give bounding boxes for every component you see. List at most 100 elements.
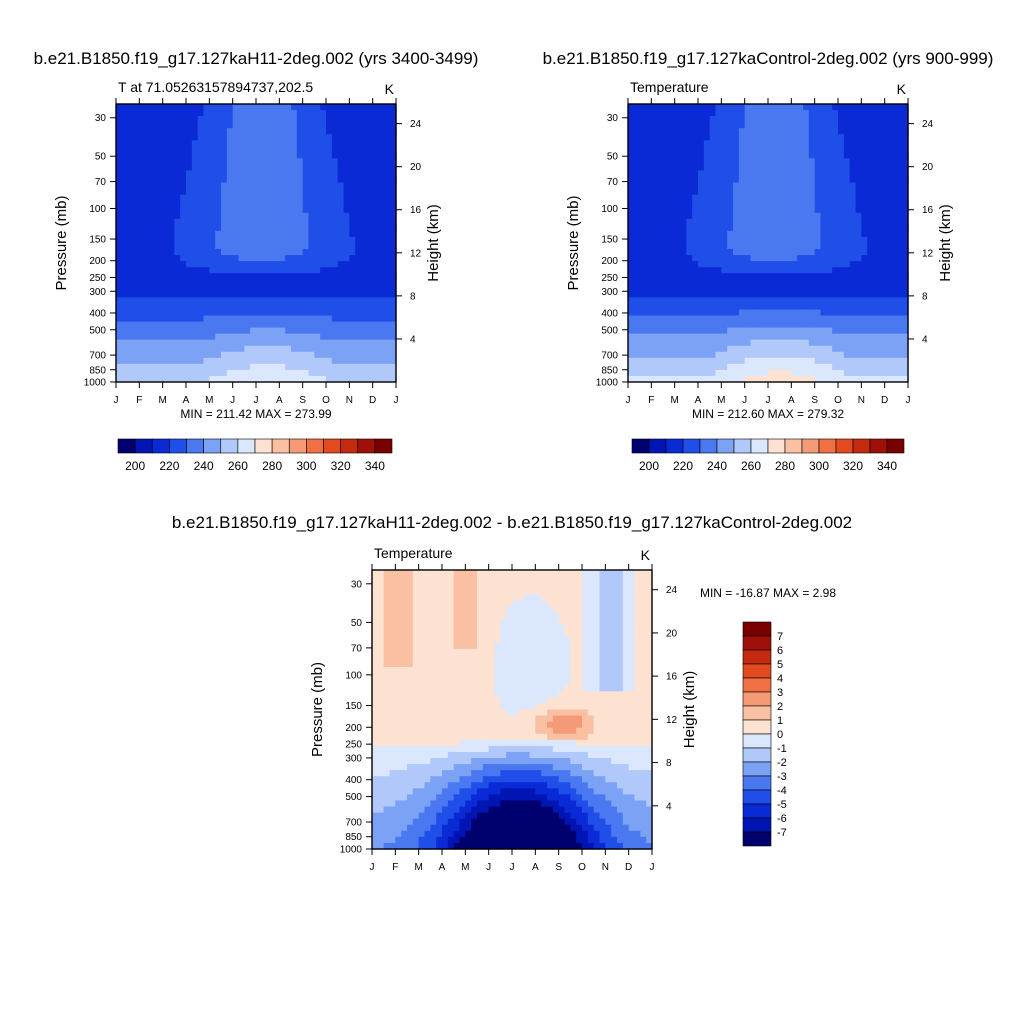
- field-cell: [378, 321, 385, 329]
- field-cell: [762, 375, 769, 383]
- field-cell: [267, 140, 275, 147]
- field-cell: [843, 273, 851, 280]
- field-cell: [738, 116, 746, 123]
- field-cell: [418, 612, 426, 620]
- field-cell: [744, 351, 752, 359]
- field-cell: [250, 369, 257, 377]
- field-cell: [302, 200, 310, 208]
- field-cell: [791, 285, 798, 292]
- y-tick-right-label: 12: [410, 248, 422, 259]
- field-cell: [651, 267, 658, 274]
- field-cell: [512, 606, 519, 614]
- field-cell: [814, 194, 822, 202]
- field-cell: [663, 212, 670, 220]
- field-cell: [133, 230, 140, 238]
- colorbar-label: 260: [741, 459, 761, 473]
- field-cell: [721, 140, 728, 147]
- field-cell: [232, 369, 240, 377]
- field-cell: [727, 285, 734, 292]
- field-cell: [791, 218, 798, 226]
- field-cell: [156, 152, 164, 159]
- field-cell: [843, 333, 851, 341]
- field-cell: [407, 588, 414, 595]
- field-cell: [535, 576, 542, 583]
- field-cell: [151, 309, 158, 317]
- field-cell: [698, 363, 705, 371]
- field-cell: [285, 267, 292, 274]
- field-cell: [785, 297, 792, 305]
- field-cell: [215, 170, 222, 178]
- field-cell: [826, 363, 833, 371]
- field-cell: [838, 279, 845, 286]
- field-cell: [791, 158, 798, 166]
- field-cell: [302, 267, 310, 274]
- x-tick-label: M: [205, 395, 213, 406]
- field-cell: [151, 261, 158, 268]
- field-cell: [151, 140, 158, 147]
- field-cell: [558, 600, 566, 607]
- field-cell: [215, 164, 222, 172]
- field-cell: [139, 200, 146, 208]
- field-cell: [727, 218, 734, 226]
- field-cell: [180, 321, 187, 329]
- field-cell: [680, 218, 687, 226]
- field-cell: [186, 128, 193, 135]
- field-cell: [803, 182, 810, 190]
- field-cell: [703, 206, 711, 214]
- field-cell: [779, 315, 787, 323]
- field-cell: [570, 570, 577, 577]
- field-cell: [133, 182, 140, 190]
- field-cell: [668, 128, 676, 135]
- field-cell: [529, 570, 536, 577]
- field-cell: [762, 116, 769, 123]
- field-cell: [343, 188, 350, 196]
- field-cell: [762, 140, 769, 147]
- field-cell: [633, 188, 641, 196]
- field-cell: [215, 134, 222, 141]
- field-cell: [703, 116, 711, 123]
- field-cell: [582, 570, 589, 577]
- x-tick-label: F: [136, 395, 142, 406]
- field-cell: [343, 291, 350, 298]
- field-cell: [890, 182, 897, 190]
- field-cell: [168, 206, 175, 214]
- field-cell: [209, 200, 216, 208]
- field-cell: [890, 273, 897, 280]
- field-cell: [820, 152, 827, 159]
- field-cell: [698, 261, 705, 268]
- field-cell: [645, 200, 652, 208]
- field-cell: [756, 164, 763, 172]
- field-cell: [291, 164, 298, 172]
- field-cell: [203, 321, 210, 329]
- field-cell: [168, 224, 175, 232]
- field-cell: [628, 273, 635, 280]
- field-cell: [384, 261, 391, 268]
- y-tick-label: 1000: [596, 378, 619, 389]
- field-cell: [744, 194, 752, 202]
- field-cell: [186, 170, 193, 178]
- field-cell: [855, 110, 862, 117]
- field-cell: [366, 267, 374, 274]
- field-cell: [151, 357, 158, 365]
- field-cell: [436, 582, 443, 589]
- field-cell: [308, 182, 315, 190]
- field-cell: [232, 200, 240, 208]
- field-cell: [779, 146, 787, 153]
- field-cell: [139, 267, 146, 274]
- field-cell: [727, 182, 734, 190]
- field-cell: [215, 176, 222, 184]
- field-cell: [285, 146, 292, 153]
- field-cell: [390, 170, 397, 178]
- field-cell: [209, 110, 216, 117]
- field-cell: [261, 345, 269, 353]
- field-cell: [808, 303, 816, 311]
- field-cell: [116, 267, 123, 274]
- field-cell: [232, 309, 240, 317]
- field-cell: [250, 291, 257, 298]
- field-cell: [349, 194, 356, 202]
- field-cell: [116, 285, 123, 292]
- field-cell: [709, 212, 717, 220]
- field-cell: [186, 188, 193, 196]
- field-cell: [663, 236, 670, 244]
- field-cell: [221, 176, 228, 184]
